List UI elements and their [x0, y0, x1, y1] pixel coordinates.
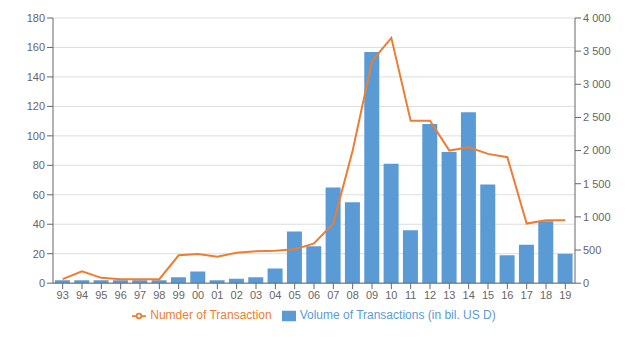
svg-text:18: 18 [540, 289, 552, 301]
svg-text:98: 98 [153, 289, 165, 301]
svg-text:20: 20 [33, 248, 45, 260]
svg-text:97: 97 [134, 289, 146, 301]
svg-text:3 500: 3 500 [583, 45, 611, 57]
svg-text:16: 16 [501, 289, 513, 301]
svg-text:09: 09 [366, 289, 378, 301]
svg-text:140: 140 [27, 71, 45, 83]
svg-text:13: 13 [443, 289, 455, 301]
svg-text:08: 08 [347, 289, 359, 301]
svg-text:02: 02 [231, 289, 243, 301]
html-text:Numder of Transaction: Numder of Transaction [150, 308, 272, 323]
svg-text:14: 14 [463, 289, 475, 301]
svg-text:03: 03 [250, 289, 262, 301]
svg-text:00: 00 [192, 289, 204, 301]
svg-text:15: 15 [482, 289, 494, 301]
svg-text:80: 80 [33, 159, 45, 171]
svg-text:12: 12 [424, 289, 436, 301]
svg-text:160: 160 [27, 41, 45, 53]
svg-text:96: 96 [115, 289, 127, 301]
svg-text:3 000: 3 000 [583, 78, 611, 90]
svg-text:120: 120 [27, 100, 45, 112]
svg-text:01: 01 [211, 289, 223, 301]
svg-text:95: 95 [95, 289, 107, 301]
svg-text:05: 05 [289, 289, 301, 301]
svg-text:1 000: 1 000 [583, 211, 611, 223]
html-text:Volume of Transactions (in bil: Volume of Transactions (in bil. US D) [299, 308, 496, 323]
svg-text:60: 60 [33, 189, 45, 201]
svg-text:2 000: 2 000 [583, 144, 611, 156]
svg-text:07: 07 [327, 289, 339, 301]
svg-text:180: 180 [27, 12, 45, 24]
svg-text:100: 100 [27, 130, 45, 142]
svg-text:1 500: 1 500 [583, 178, 611, 190]
svg-text:40: 40 [33, 218, 45, 230]
svg-text:99: 99 [173, 289, 185, 301]
svg-text:0: 0 [583, 277, 589, 289]
svg-text:19: 19 [559, 289, 571, 301]
svg-text:06: 06 [308, 289, 320, 301]
svg-text:17: 17 [521, 289, 533, 301]
svg-text:0: 0 [39, 277, 45, 289]
svg-text:500: 500 [583, 244, 601, 256]
svg-text:04: 04 [269, 289, 281, 301]
svg-text:4 000: 4 000 [583, 12, 611, 24]
svg-text:93: 93 [57, 289, 69, 301]
svg-text:10: 10 [385, 289, 397, 301]
svg-text:94: 94 [76, 289, 88, 301]
svg-text:11: 11 [405, 289, 416, 301]
svg-text:2 500: 2 500 [583, 111, 611, 123]
